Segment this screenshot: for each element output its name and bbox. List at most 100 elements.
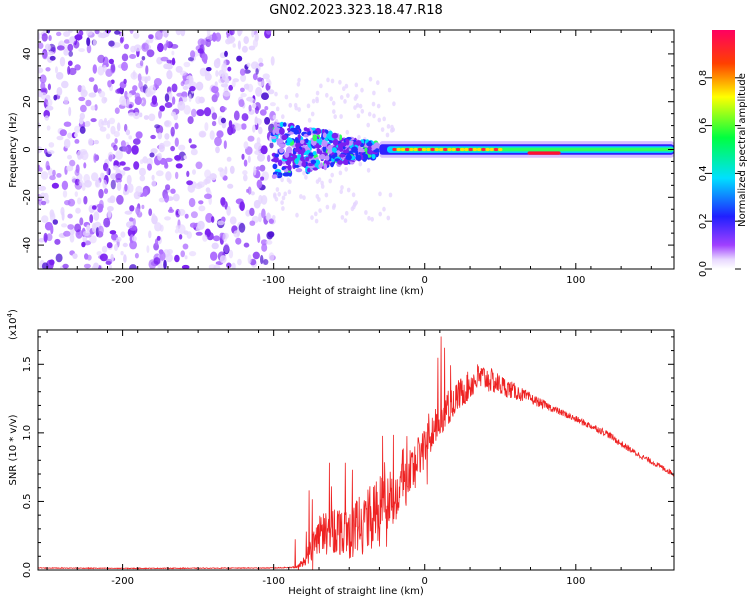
spectrogram-speckle xyxy=(154,222,162,232)
spectrogram-speckle xyxy=(340,185,344,190)
spectrogram-speckle xyxy=(164,93,170,102)
spectrogram-speckle xyxy=(41,215,49,223)
spectrogram-speckle xyxy=(243,83,249,90)
spectrogram-speckle xyxy=(147,163,152,171)
colorbar: 0.0 0.2 0.4 0.6 0.8 Normalized spectral ampl… xyxy=(698,30,748,277)
spectrogram-speckle xyxy=(69,234,75,243)
spectrogram-speckle xyxy=(74,223,82,233)
spectrogram-speckle xyxy=(49,259,55,266)
spectrogram-speckle xyxy=(113,42,121,48)
spectrogram-speckle xyxy=(120,251,124,256)
spectrogram-speckle xyxy=(220,106,227,111)
spectrogram-blob xyxy=(358,148,363,153)
spectrogram-speckle xyxy=(368,76,373,82)
spectrogram-speckle xyxy=(116,181,122,191)
spectrogram-speckle xyxy=(358,103,363,109)
spectrogram-speckle xyxy=(297,107,301,112)
spectrogram-speckle xyxy=(41,200,47,206)
spectrogram-speckle xyxy=(310,111,315,117)
spectrogram-speckle xyxy=(123,254,127,263)
spectrogram-speckle xyxy=(68,106,72,117)
spectrogram-speckle xyxy=(180,250,185,258)
spectrogram-speckle xyxy=(178,208,186,216)
spectrogram-speckle xyxy=(338,170,343,176)
spectrogram-speckle xyxy=(67,224,75,230)
spectrogram-speckle xyxy=(38,164,41,172)
spectrogram-speckle xyxy=(155,30,163,40)
spectrogram-speckle xyxy=(74,191,79,198)
spectrogram-speckle xyxy=(342,86,346,92)
spectrogram-speckle xyxy=(268,218,274,224)
spectrogram-speckle xyxy=(230,37,236,42)
spectrogram-speckle xyxy=(171,96,176,105)
spectrogram-speckle xyxy=(354,94,359,99)
spectrogram-speckle xyxy=(272,215,276,220)
spectrogram-speckle xyxy=(120,231,126,238)
spectrogram-speckle xyxy=(200,39,207,46)
spectrogram-speckle xyxy=(97,54,105,64)
spectrogram-speckle xyxy=(133,191,141,200)
spectrogram-blob xyxy=(338,134,343,141)
snr-y-multiplier-exp: 4 xyxy=(6,312,14,317)
spectrogram-speckle xyxy=(287,189,292,195)
spectrogram-speckle xyxy=(281,114,285,120)
spectrogram-speckle xyxy=(205,38,212,48)
spectrogram-x-tick-label: -100 xyxy=(262,275,285,286)
spectrogram-speckle xyxy=(258,62,264,67)
spectrogram-speckle xyxy=(113,131,120,138)
spectrogram-speckle xyxy=(133,44,142,52)
spectrogram-speckle xyxy=(222,91,231,97)
spectrogram-blob xyxy=(373,142,380,150)
spectrogram-speckle xyxy=(120,140,126,148)
spectrogram-speckle xyxy=(187,116,194,125)
spectrogram-speckle xyxy=(148,208,153,216)
spectrogram-blob xyxy=(281,134,288,141)
spectrogram-speckle xyxy=(328,178,333,184)
spectrogram-blob xyxy=(312,130,318,134)
spectrogram-speckle xyxy=(275,187,280,192)
snr-ticks: -200 -100 0 100 0.0 0.5 1.0 1.5 xyxy=(22,330,674,587)
spectrogram-speckle xyxy=(49,55,56,61)
spectrogram-speckle xyxy=(157,152,163,161)
spectrogram-speckle xyxy=(115,150,123,160)
spectrogram-speckle xyxy=(45,94,51,100)
spectrogram-speckle xyxy=(331,100,336,106)
spectrogram-speckle xyxy=(205,187,211,193)
spectrogram-speckle xyxy=(371,101,376,107)
spectrogram-speckle xyxy=(255,86,263,97)
spectrogram-speckle xyxy=(257,77,263,82)
spectrogram-blob xyxy=(276,138,282,143)
spectrogram-hotspot xyxy=(417,147,423,152)
spectrogram-speckle xyxy=(85,99,92,107)
spectrogram-speckle xyxy=(216,130,224,138)
spectrogram-speckle xyxy=(255,68,259,75)
spectrogram-speckle xyxy=(74,139,80,144)
spectrogram-speckle xyxy=(108,40,115,47)
spectrogram-blob xyxy=(363,153,369,160)
spectrogram-speckle xyxy=(224,50,228,58)
spectrogram-speckle xyxy=(209,173,217,181)
spectrogram-speckle xyxy=(239,201,245,212)
spectrogram-speckle xyxy=(209,130,215,140)
spectrogram-blob xyxy=(366,142,373,147)
spectrogram-speckle xyxy=(98,188,104,199)
colorbar-ticks: 0.0 0.2 0.4 0.6 0.8 xyxy=(698,70,741,277)
spectrogram-speckle xyxy=(183,230,189,235)
spectrogram-hotspot xyxy=(413,147,418,152)
spectrogram-speckle xyxy=(92,64,98,74)
spectrogram-speckle xyxy=(250,191,255,196)
spectrogram-speckle xyxy=(162,30,170,38)
spectrogram-blob xyxy=(338,143,343,150)
spectrogram-speckle xyxy=(44,221,53,231)
spectrogram-speckle xyxy=(80,104,87,113)
spectrogram-speckle xyxy=(339,114,343,119)
spectrogram-speckle xyxy=(241,153,245,160)
spectrogram-speckle xyxy=(93,262,99,269)
spectrogram-speckle xyxy=(165,184,171,191)
spectrogram-speckle xyxy=(378,211,383,217)
spectrogram-speckle xyxy=(388,192,393,198)
spectrogram-hotspot xyxy=(430,147,435,152)
spectrogram-speckle xyxy=(48,35,52,41)
spectrogram-speckle xyxy=(53,94,58,101)
spectrogram-blob xyxy=(296,154,301,160)
